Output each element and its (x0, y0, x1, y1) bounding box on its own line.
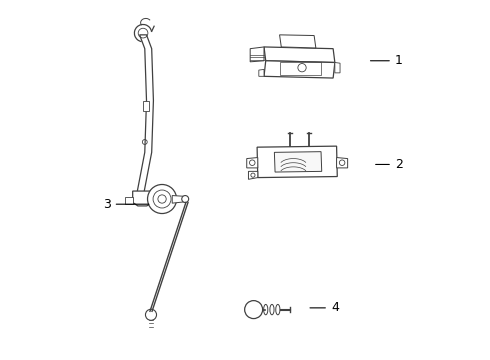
Polygon shape (250, 47, 264, 62)
Circle shape (146, 309, 156, 320)
Ellipse shape (264, 305, 268, 315)
Polygon shape (172, 195, 185, 203)
Ellipse shape (270, 305, 274, 315)
Ellipse shape (276, 305, 280, 315)
Text: 4: 4 (310, 301, 339, 314)
Bar (280, 63, 321, 75)
Bar (143, 100, 148, 111)
Text: 1: 1 (370, 54, 403, 67)
Circle shape (147, 184, 176, 213)
Polygon shape (274, 152, 322, 172)
Polygon shape (248, 171, 258, 179)
Polygon shape (264, 61, 335, 78)
Polygon shape (264, 47, 335, 63)
Circle shape (182, 195, 189, 202)
Polygon shape (257, 146, 337, 177)
Polygon shape (133, 191, 155, 206)
Circle shape (245, 301, 263, 319)
Polygon shape (337, 158, 347, 168)
Polygon shape (335, 63, 340, 73)
Bar (125, 197, 133, 204)
Polygon shape (280, 35, 316, 48)
Polygon shape (136, 35, 153, 197)
Polygon shape (259, 69, 264, 76)
Bar (155, 197, 163, 204)
Polygon shape (247, 158, 258, 168)
Text: 2: 2 (376, 158, 403, 171)
Text: 3: 3 (103, 198, 149, 211)
